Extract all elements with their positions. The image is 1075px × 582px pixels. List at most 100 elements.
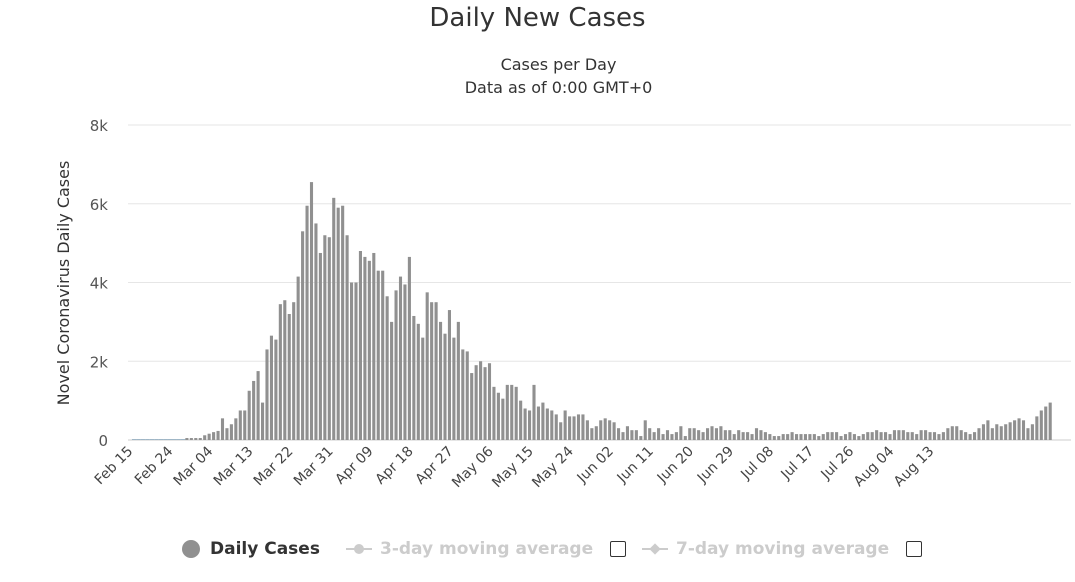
bar[interactable]: [390, 321, 394, 441]
bar-zero[interactable]: [154, 439, 159, 440]
bar[interactable]: [332, 197, 336, 440]
bar[interactable]: [256, 371, 260, 440]
bar[interactable]: [701, 432, 705, 441]
bar[interactable]: [625, 426, 629, 440]
bar[interactable]: [283, 300, 287, 440]
bar[interactable]: [750, 434, 754, 440]
bar[interactable]: [710, 426, 714, 440]
bar-zero[interactable]: [149, 439, 155, 440]
bar[interactable]: [777, 436, 781, 440]
bar[interactable]: [1021, 420, 1026, 440]
bar[interactable]: [265, 349, 269, 440]
bar[interactable]: [661, 434, 665, 440]
bar[interactable]: [688, 428, 692, 440]
bar[interactable]: [803, 434, 807, 440]
bar[interactable]: [461, 349, 465, 440]
bar[interactable]: [528, 410, 532, 440]
bar[interactable]: [959, 430, 963, 440]
bar[interactable]: [416, 323, 420, 440]
bar[interactable]: [830, 432, 834, 441]
bar[interactable]: [590, 428, 594, 440]
bar[interactable]: [861, 434, 865, 440]
bar[interactable]: [189, 438, 193, 440]
bar[interactable]: [714, 428, 718, 440]
legend-daily-cases[interactable]: Daily Cases: [182, 536, 320, 562]
bar[interactable]: [358, 251, 362, 440]
bar[interactable]: [514, 386, 518, 440]
bar[interactable]: [990, 428, 994, 440]
bar[interactable]: [639, 436, 643, 440]
bar[interactable]: [301, 231, 305, 440]
bar[interactable]: [563, 410, 567, 440]
bar[interactable]: [519, 400, 523, 441]
3day-average-checkbox[interactable]: [610, 541, 626, 557]
bar[interactable]: [207, 433, 211, 440]
bar[interactable]: [1013, 420, 1017, 440]
bar[interactable]: [269, 335, 273, 440]
bar[interactable]: [292, 302, 296, 440]
bar[interactable]: [999, 426, 1003, 440]
bar[interactable]: [203, 435, 207, 440]
bar-zero[interactable]: [131, 439, 137, 440]
7day-average-checkbox[interactable]: [906, 541, 922, 557]
bar[interactable]: [866, 432, 870, 441]
bar[interactable]: [403, 284, 407, 440]
bars[interactable]: [131, 182, 1052, 441]
bar[interactable]: [826, 432, 830, 441]
bar[interactable]: [372, 252, 376, 440]
bar-zero[interactable]: [140, 439, 146, 440]
bar[interactable]: [252, 380, 256, 440]
bar[interactable]: [341, 205, 345, 440]
bar[interactable]: [817, 436, 821, 440]
bar[interactable]: [198, 438, 202, 440]
bar[interactable]: [892, 430, 896, 440]
bar[interactable]: [888, 434, 892, 440]
bar[interactable]: [305, 205, 309, 440]
bar[interactable]: [447, 310, 451, 440]
bar[interactable]: [648, 428, 652, 440]
bar[interactable]: [216, 430, 220, 440]
bar[interactable]: [336, 207, 340, 440]
bar[interactable]: [843, 434, 848, 440]
bar[interactable]: [759, 430, 763, 440]
bar[interactable]: [941, 432, 945, 441]
bar[interactable]: [768, 434, 772, 440]
bar[interactable]: [1004, 424, 1008, 440]
bar[interactable]: [932, 432, 937, 441]
bar[interactable]: [617, 428, 621, 440]
bar[interactable]: [955, 426, 959, 440]
bar[interactable]: [296, 276, 300, 440]
bar[interactable]: [220, 418, 225, 440]
bar[interactable]: [323, 235, 327, 440]
bar[interactable]: [986, 420, 990, 440]
bar[interactable]: [398, 276, 403, 440]
bar[interactable]: [247, 390, 251, 440]
bar[interactable]: [763, 432, 767, 441]
bar[interactable]: [309, 182, 314, 440]
legend-3day-average[interactable]: 3-day moving average: [346, 536, 593, 562]
bar[interactable]: [412, 315, 416, 440]
bar-zero[interactable]: [167, 439, 172, 440]
bar[interactable]: [603, 418, 607, 440]
bar-zero[interactable]: [158, 439, 164, 440]
bar-zero[interactable]: [180, 439, 186, 440]
bar[interactable]: [354, 282, 358, 441]
bar[interactable]: [234, 418, 238, 440]
bar-zero[interactable]: [172, 439, 177, 440]
bar[interactable]: [581, 414, 585, 440]
bar[interactable]: [910, 432, 914, 441]
bar[interactable]: [452, 337, 456, 441]
bar[interactable]: [243, 410, 247, 440]
bar[interactable]: [897, 430, 901, 440]
bar[interactable]: [434, 302, 438, 440]
bar[interactable]: [799, 434, 803, 440]
bar[interactable]: [492, 386, 496, 440]
bar[interactable]: [212, 432, 216, 441]
bar[interactable]: [1048, 402, 1052, 440]
bar[interactable]: [229, 424, 233, 440]
bar-zero[interactable]: [176, 439, 181, 440]
bar[interactable]: [496, 392, 500, 440]
bar[interactable]: [479, 361, 483, 440]
bar[interactable]: [261, 402, 265, 440]
bar[interactable]: [950, 426, 954, 440]
